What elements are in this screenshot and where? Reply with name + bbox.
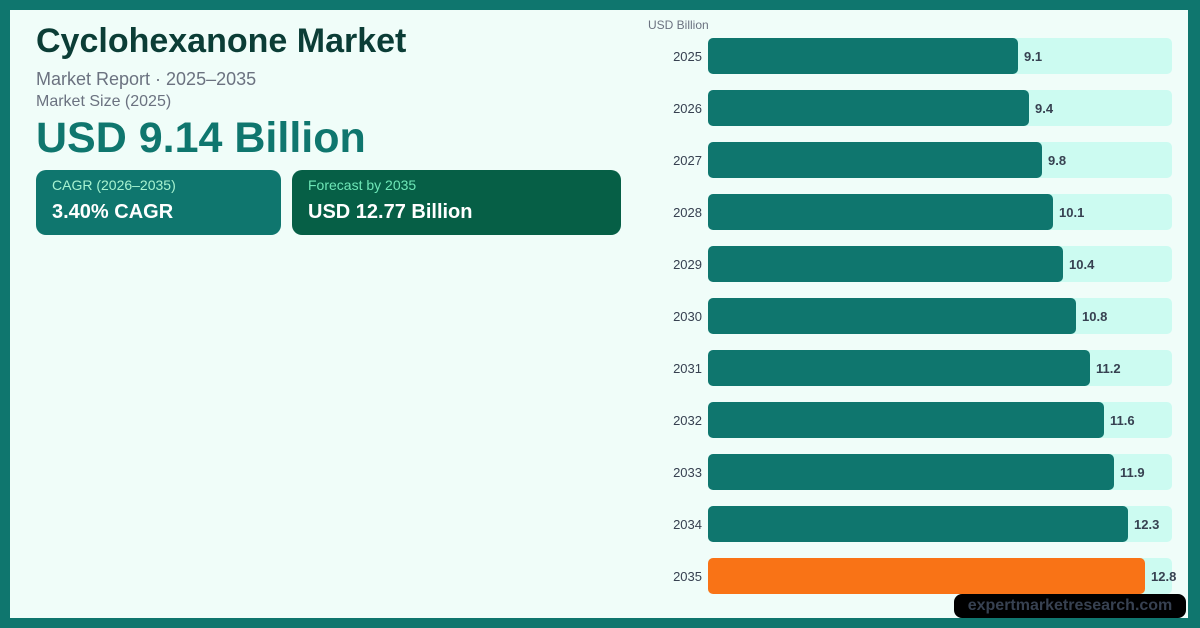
year-label: 2026 [673, 101, 702, 116]
cagr-card: CAGR (2026–2035) 3.40% CAGR [36, 170, 281, 235]
bar [708, 558, 1145, 594]
year-label: 2034 [673, 517, 702, 532]
bar [708, 506, 1128, 542]
forecast-label: Forecast by 2035 [308, 177, 417, 193]
cagr-label: CAGR (2026–2035) [52, 177, 176, 193]
bar [708, 298, 1076, 334]
bar-track: 10.8 [708, 298, 1172, 334]
year-label: 2030 [673, 309, 702, 324]
bar [708, 454, 1114, 490]
year-label: 2035 [673, 569, 702, 584]
year-label: 2031 [673, 361, 702, 376]
chart-unit-label: USD Billion [648, 18, 709, 32]
bar-track: 9.8 [708, 142, 1172, 178]
bar-row: 2033 11.9 [650, 454, 1174, 490]
bar-track: 9.4 [708, 90, 1172, 126]
bar-track: 9.1 [708, 38, 1172, 74]
bar-track: 12.3 [708, 506, 1172, 542]
bar-row: 2035 12.8 [650, 558, 1176, 594]
year-label: 2033 [673, 465, 702, 480]
report-subtitle: Market Report · 2025–2035 [36, 69, 257, 89]
bar-row: 2031 11.2 [650, 350, 1174, 386]
forecast-card: Forecast by 2035 USD 12.77 Billion [292, 170, 621, 235]
bar-row: 2034 12.3 [650, 506, 1174, 542]
watermark: expertmarketresearch.com [954, 594, 1186, 618]
bar [708, 402, 1104, 438]
bar-value-label: 10.4 [1069, 257, 1095, 272]
bar-value-label: 11.2 [1096, 361, 1121, 376]
bar-row: 2025 9.1 [650, 38, 1174, 74]
bar-track: 12.8 [708, 558, 1176, 594]
bar-track: 11.6 [708, 402, 1172, 438]
cagr-value: 3.40% CAGR [52, 201, 174, 223]
bar-track: 11.9 [708, 454, 1172, 490]
bar-track: 10.4 [708, 246, 1172, 282]
bar-value-label: 9.8 [1048, 153, 1067, 168]
bar-value-label: 11.9 [1120, 465, 1145, 480]
bar-track: 10.1 [708, 194, 1172, 230]
year-label: 2027 [673, 153, 702, 168]
bar-row: 2029 10.4 [650, 246, 1174, 282]
bar-value-label: 9.4 [1035, 101, 1054, 116]
bar-row: 2030 10.8 [650, 298, 1174, 334]
bar [708, 246, 1063, 282]
bar [708, 38, 1018, 74]
bar-value-label: 11.6 [1110, 413, 1135, 428]
bar-value-label: 10.1 [1059, 205, 1085, 220]
page-title: Cyclohexanone Market [36, 22, 407, 60]
bar-value-label: 10.8 [1082, 309, 1108, 324]
bar-track: 11.2 [708, 350, 1172, 386]
report-frame: Cyclohexanone Market Market Report · 202… [10, 10, 1188, 618]
bar [708, 90, 1029, 126]
bar-value-label: 12.8 [1151, 569, 1177, 584]
market-size-value: USD 9.14 Billion [36, 114, 366, 162]
bar [708, 350, 1090, 386]
bar [708, 194, 1053, 230]
bar [708, 142, 1042, 178]
year-label: 2028 [673, 205, 702, 220]
year-label: 2025 [673, 49, 702, 64]
bar-value-label: 12.3 [1134, 517, 1160, 532]
year-label: 2032 [673, 413, 702, 428]
market-size-label: Market Size (2025) [36, 93, 172, 110]
bar-row: 2028 10.1 [650, 194, 1174, 230]
forecast-value: USD 12.77 Billion [308, 201, 473, 223]
bar-value-label: 9.1 [1024, 49, 1043, 64]
bar-row: 2032 11.6 [650, 402, 1174, 438]
bar-row: 2027 9.8 [650, 142, 1174, 178]
bar-row: 2026 9.4 [650, 90, 1174, 126]
year-label: 2029 [673, 257, 702, 272]
